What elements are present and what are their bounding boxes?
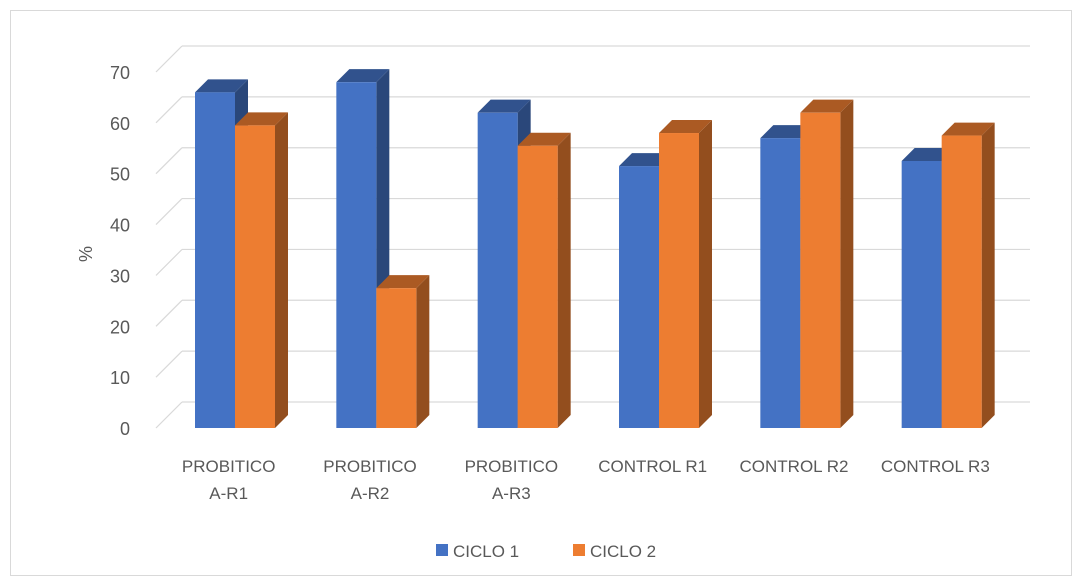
bar-top	[800, 99, 854, 113]
bar-top	[477, 99, 531, 113]
x-tick-label: A-R1	[209, 484, 248, 503]
bar	[235, 125, 275, 429]
legend-label: CICLO 1	[453, 542, 519, 561]
gridline-slant	[155, 249, 183, 276]
y-tick-label: 0	[120, 419, 130, 439]
y-tick-label: 40	[110, 216, 130, 236]
bar	[941, 135, 982, 429]
bar-side	[557, 132, 571, 428]
x-tick-label: PROBITICO	[465, 457, 559, 476]
x-tick-label: PROBITICO	[323, 457, 417, 476]
bar	[800, 112, 841, 428]
y-tick-label: 70	[110, 63, 130, 83]
y-axis-ticks: 0 10 20 30 40 50 60 70	[110, 63, 130, 439]
gridline-slant	[155, 45, 183, 73]
x-tick-label: CONTROL R1	[598, 457, 707, 476]
bar-side	[699, 120, 712, 429]
bar-top	[760, 125, 814, 139]
bar-side	[981, 122, 995, 429]
bar-side	[840, 99, 854, 428]
bars	[195, 69, 995, 429]
y-tick-label: 20	[110, 317, 130, 337]
gridline-slant	[155, 350, 183, 378]
x-tick-label: A-R2	[351, 484, 390, 503]
y-tick-label: 60	[110, 114, 130, 134]
legend-swatch	[436, 544, 448, 556]
bar	[619, 166, 659, 429]
bar	[901, 161, 942, 428]
y-axis-title: %	[76, 246, 96, 262]
bar	[760, 138, 801, 428]
bar	[376, 288, 417, 428]
bar-side	[416, 275, 430, 428]
bar	[659, 133, 699, 428]
bar-side	[275, 112, 288, 429]
bar	[517, 145, 558, 428]
gridline-slant	[155, 198, 183, 225]
bar-top	[941, 122, 995, 136]
bar-top	[195, 79, 248, 93]
bar-top	[659, 120, 712, 134]
gridline-slant	[155, 147, 183, 175]
x-tick-label: A-R3	[492, 484, 531, 503]
x-axis-labels: PROBITICO A-R1 PROBITICO A-R2 PROBITICO A-R3 C…	[182, 457, 990, 503]
y-tick-label: 30	[110, 266, 130, 286]
bar-top	[336, 69, 390, 83]
gridline-slant	[155, 401, 183, 429]
legend-swatch	[573, 544, 585, 556]
y-tick-label: 50	[110, 165, 130, 185]
gridline-slant	[155, 96, 183, 124]
gridline-slant	[155, 299, 183, 327]
bar-top	[619, 153, 672, 167]
legend-label: CICLO 2	[590, 542, 656, 561]
bar-top	[376, 275, 430, 289]
x-tick-label: PROBITICO	[182, 457, 276, 476]
x-tick-label: CONTROL R2	[740, 457, 849, 476]
bar	[195, 92, 235, 428]
bar-top	[901, 148, 955, 161]
bar-top	[235, 112, 288, 126]
bar	[477, 112, 518, 428]
gridlines	[155, 45, 1030, 429]
bar-top	[517, 132, 571, 146]
y-tick-label: 10	[110, 368, 130, 388]
legend: CICLO 1 CICLO 2	[436, 542, 656, 561]
x-tick-label: CONTROL R3	[881, 457, 990, 476]
bar	[336, 82, 377, 429]
